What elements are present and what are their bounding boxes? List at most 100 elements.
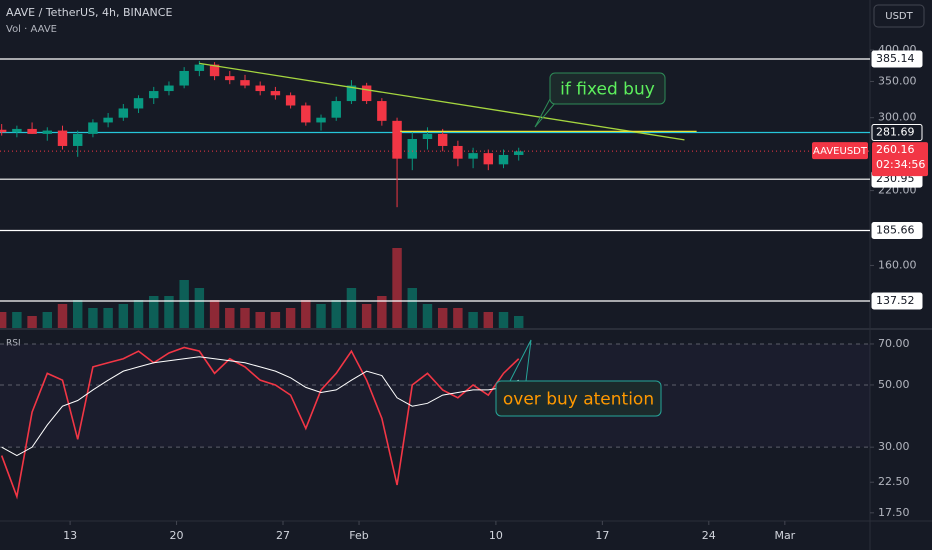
x-tick-label: Mar xyxy=(774,529,795,542)
candle-body xyxy=(285,95,296,106)
candle-body xyxy=(88,122,98,134)
volume-bar xyxy=(301,300,311,328)
candle-body xyxy=(483,153,494,165)
candle-body xyxy=(331,101,341,118)
volume-bar xyxy=(27,316,37,328)
candle-body xyxy=(316,117,326,123)
x-tick-label: Feb xyxy=(349,529,368,542)
x-tick-label: 24 xyxy=(702,529,716,542)
candle-body xyxy=(194,64,205,71)
y-tick-label: 22.50 xyxy=(878,475,910,488)
volume-bar xyxy=(240,308,250,328)
volume-bar xyxy=(483,312,494,328)
candle-body xyxy=(514,151,524,155)
volume-bar xyxy=(346,288,357,328)
volume-bar xyxy=(209,300,220,328)
callout-box xyxy=(495,380,662,417)
callout-pointer xyxy=(509,339,532,382)
callout-text: over buy atention xyxy=(503,390,654,410)
candle-body xyxy=(453,145,463,159)
y-tick-label: 17.50 xyxy=(878,506,910,519)
volume-bar xyxy=(133,300,144,328)
volume-bar xyxy=(57,304,68,328)
callout-text: if fixed buy xyxy=(560,80,655,100)
candle-body xyxy=(468,153,478,159)
level-price-label: 137.52 xyxy=(876,294,915,307)
candle-body xyxy=(361,85,372,102)
level-price-label: 281.69 xyxy=(876,125,915,138)
volume-bar xyxy=(514,316,524,328)
symbol-title: AAVE / TetherUS, 4h, BINANCE xyxy=(6,6,172,19)
volume-bar xyxy=(225,308,235,328)
volume-bar xyxy=(149,296,159,328)
x-tick-label: 10 xyxy=(489,529,503,542)
rsi-label: RSI xyxy=(6,339,21,349)
countdown-label: 02:34:56 xyxy=(876,158,925,171)
volume-bar xyxy=(285,308,296,328)
volume-bar xyxy=(12,312,22,328)
candle-body xyxy=(57,130,68,146)
candle-body xyxy=(42,130,53,134)
volume-bar xyxy=(255,312,265,328)
candle-body xyxy=(240,80,250,86)
trendline xyxy=(199,62,685,141)
candle-body xyxy=(422,133,433,139)
symbol-tag-label: AAVEUSDT xyxy=(813,146,868,157)
volume-bar xyxy=(407,288,417,328)
volume-bar xyxy=(331,300,341,328)
x-tick-label: 17 xyxy=(595,529,609,542)
volume-bar xyxy=(72,300,83,328)
level-price-label: 185.66 xyxy=(876,223,915,236)
rsi-line xyxy=(0,346,520,500)
rsi-band xyxy=(0,343,870,448)
candle-body xyxy=(255,85,265,92)
volume-bar xyxy=(164,296,174,328)
candle-body xyxy=(225,76,235,81)
candle-body xyxy=(407,138,417,159)
candle-body xyxy=(27,128,37,134)
level-price-box xyxy=(871,221,923,239)
x-tick-label: 13 xyxy=(63,529,77,542)
volume-bar xyxy=(194,288,205,328)
volume-bar xyxy=(42,312,53,328)
volume-bar xyxy=(453,308,463,328)
candle-body xyxy=(0,129,7,133)
level-price-box xyxy=(871,123,923,141)
volume-bar xyxy=(316,304,326,328)
candle-body xyxy=(209,64,220,77)
level-price-label: 385.14 xyxy=(876,52,915,65)
level-price-box xyxy=(871,292,923,310)
level-price-box xyxy=(871,50,923,68)
candle-body xyxy=(72,133,83,146)
candle-body xyxy=(346,85,357,102)
volume-bar xyxy=(437,308,448,328)
candle-body xyxy=(498,154,509,165)
volume-label: Vol · AAVE xyxy=(6,24,57,35)
y-tick-label: 350.00 xyxy=(878,74,917,87)
candle-body xyxy=(118,108,129,118)
candle-body xyxy=(437,133,448,146)
last-price-box xyxy=(872,142,928,177)
currency-label[interactable]: USDT xyxy=(885,11,913,22)
candle-body xyxy=(392,120,402,159)
volume-bar xyxy=(179,280,189,328)
x-tick-label: 20 xyxy=(170,529,184,542)
x-tick-label: 27 xyxy=(276,529,290,542)
candle-body xyxy=(377,101,387,121)
volume-bar xyxy=(0,312,7,328)
candle-body xyxy=(133,98,144,109)
symbol-tag xyxy=(812,142,868,160)
y-tick-label: 30.00 xyxy=(878,440,910,453)
candle-body xyxy=(270,91,281,96)
volume-bar xyxy=(468,312,478,328)
candle-body xyxy=(179,70,189,86)
volume-bar xyxy=(498,312,509,328)
y-tick-label: 160.00 xyxy=(878,258,917,271)
candle-body xyxy=(164,85,174,92)
callout: over buy atention xyxy=(495,339,662,417)
volume-bar xyxy=(103,308,113,328)
currency-button[interactable] xyxy=(873,4,925,28)
volume-bar xyxy=(361,304,372,328)
